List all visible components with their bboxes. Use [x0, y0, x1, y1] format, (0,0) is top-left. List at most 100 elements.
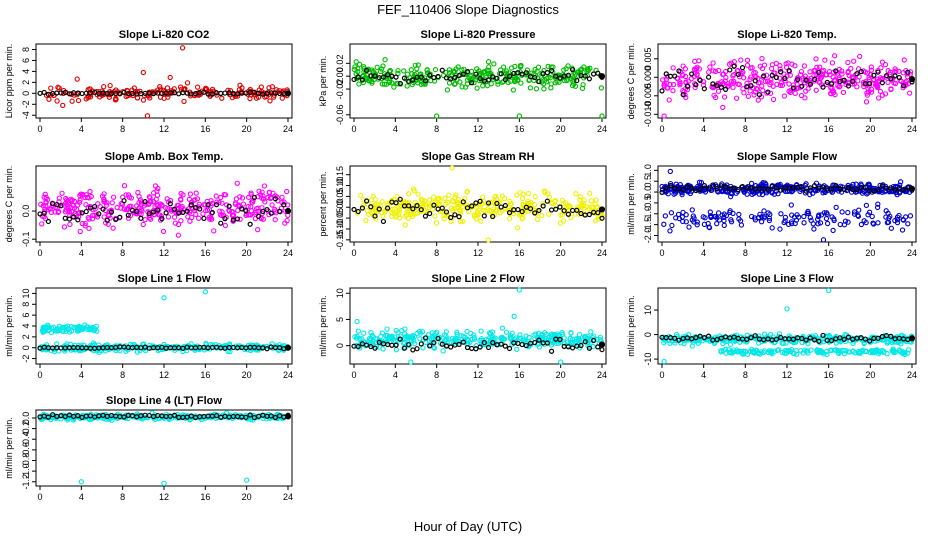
data-point	[779, 340, 785, 346]
data-point	[417, 336, 423, 342]
data-point	[863, 202, 870, 209]
reference-point	[163, 210, 169, 216]
reference-point	[355, 208, 361, 215]
data-point	[741, 188, 747, 194]
data-point	[738, 222, 745, 228]
reference-point	[205, 202, 211, 208]
data-point	[432, 66, 439, 73]
reference-point	[828, 81, 835, 87]
data-point	[165, 214, 172, 220]
x-tick-label: 4	[701, 370, 706, 380]
data-point	[730, 80, 736, 86]
y-tick-label: 8	[21, 302, 31, 307]
data-point	[114, 204, 120, 211]
reference-point	[406, 341, 412, 348]
data-point	[875, 220, 881, 226]
data-point	[103, 202, 110, 208]
reference-point	[578, 210, 584, 217]
x-tick-label: 0	[659, 124, 664, 134]
data-point	[163, 411, 169, 417]
data-point	[370, 202, 377, 209]
x-tick-label: 8	[743, 248, 748, 258]
data-point	[136, 199, 142, 206]
data-point	[59, 190, 65, 196]
reference-point	[689, 185, 695, 192]
data-point	[851, 58, 857, 64]
data-point	[282, 220, 288, 226]
reference-point	[121, 414, 127, 420]
x-tick-label: 20	[865, 370, 875, 380]
data-point	[777, 82, 784, 89]
data-point	[152, 203, 158, 210]
data-point	[798, 92, 805, 99]
data-point	[137, 88, 143, 94]
data-point	[763, 181, 769, 188]
reference-point	[900, 187, 907, 193]
x-tick-label: 12	[473, 124, 483, 134]
data-point	[196, 215, 202, 221]
data-point	[890, 346, 896, 352]
reference-point	[435, 335, 441, 342]
data-point	[866, 83, 872, 89]
data-point	[817, 64, 823, 70]
reference-point	[494, 75, 500, 81]
data-point	[516, 212, 523, 218]
reference-point	[62, 215, 68, 221]
data-point	[712, 94, 719, 101]
data-point	[891, 80, 897, 86]
data-point	[811, 226, 817, 232]
data-point	[837, 221, 843, 228]
data-point	[721, 222, 727, 229]
data-point	[157, 86, 164, 92]
data-point	[433, 331, 439, 337]
data-point	[237, 82, 243, 88]
reference-point	[748, 83, 754, 89]
data-point	[734, 347, 740, 353]
panel-title: Slope Line 3 Flow	[741, 273, 834, 285]
reference-point	[548, 207, 555, 213]
data-point	[269, 84, 275, 90]
data-point	[446, 192, 452, 198]
reference-point	[393, 200, 399, 206]
data-point	[905, 347, 912, 353]
reference-point	[368, 343, 374, 350]
reference-point	[879, 80, 885, 86]
data-point	[500, 64, 507, 70]
reference-point	[586, 345, 592, 351]
reference-point	[595, 344, 601, 350]
reference-point	[599, 346, 605, 353]
data-point	[389, 80, 395, 86]
data-point	[721, 214, 727, 221]
data-point	[565, 63, 571, 69]
data-point	[498, 335, 504, 342]
outlier-point	[516, 287, 522, 293]
x-tick-label: 4	[79, 370, 84, 380]
data-point	[193, 190, 199, 196]
data-point	[357, 336, 363, 342]
data-point	[388, 335, 394, 341]
data-point	[397, 215, 403, 221]
data-point	[730, 84, 736, 91]
reference-point	[54, 90, 60, 96]
data-point	[898, 341, 904, 347]
reference-point	[684, 184, 691, 190]
data-point	[691, 73, 697, 80]
reference-point	[100, 206, 106, 212]
reference-point	[722, 86, 729, 92]
y-tick-label: -0.02	[335, 79, 345, 100]
data-point	[686, 224, 692, 230]
data-point	[761, 331, 768, 337]
reference-point	[92, 203, 98, 210]
data-point	[758, 349, 764, 355]
data-point	[577, 70, 584, 76]
data-point	[41, 213, 47, 220]
data-point	[108, 207, 114, 213]
data-point	[798, 348, 804, 354]
reference-point	[351, 76, 357, 83]
reference-point	[439, 205, 445, 211]
data-point	[207, 216, 213, 222]
data-point	[899, 227, 906, 233]
data-point	[667, 81, 673, 88]
data-point	[443, 201, 449, 207]
